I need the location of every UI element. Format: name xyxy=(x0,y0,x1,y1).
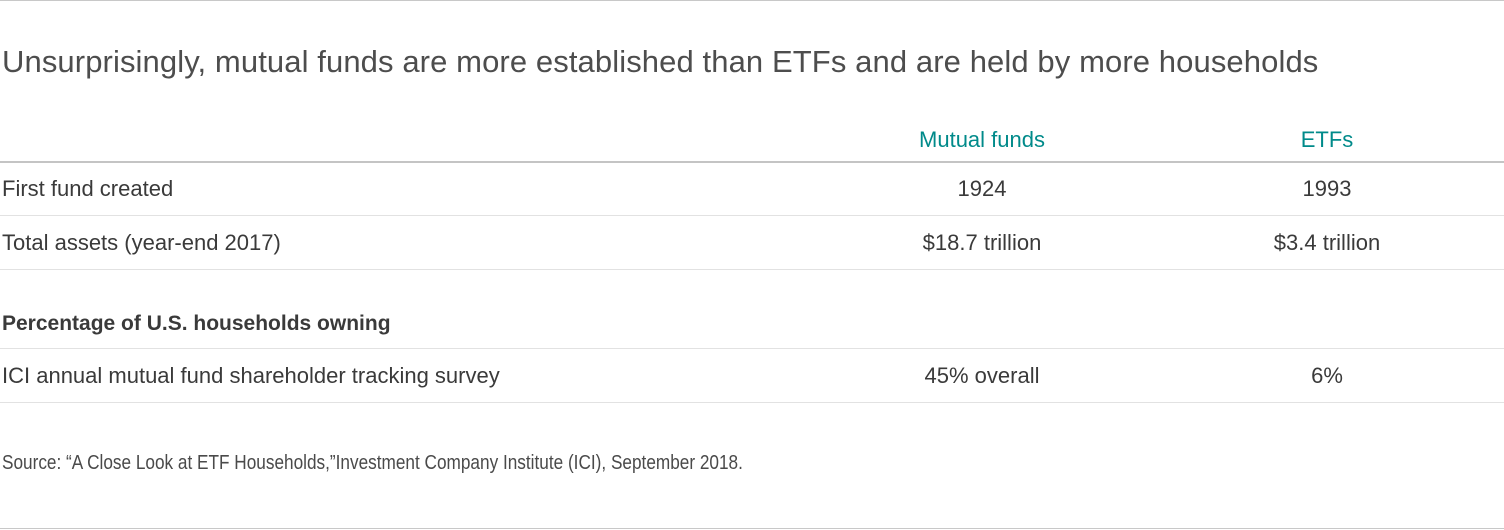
cell-first-fund-etfs: 1993 xyxy=(1302,176,1352,201)
column-header-etfs: ETFs xyxy=(1300,127,1354,152)
cell-total-assets-etfs: $3.4 trillion xyxy=(1273,230,1381,255)
page-title: Unsurprisingly, mutual funds are more es… xyxy=(2,44,1319,79)
column-header-mutual-funds: Mutual funds xyxy=(919,127,1045,152)
row-divider xyxy=(0,348,1504,349)
row-label-ici-survey: ICI annual mutual fund shareholder track… xyxy=(2,363,500,388)
top-rule xyxy=(0,0,1504,1)
row-label-total-assets: Total assets (year-end 2017) xyxy=(2,230,281,255)
row-divider xyxy=(0,215,1504,216)
cell-total-assets-mutual-funds: $18.7 trillion xyxy=(922,230,1042,255)
cell-first-fund-mutual-funds: 1924 xyxy=(957,176,1007,201)
bottom-rule xyxy=(0,528,1504,529)
row-divider xyxy=(0,402,1504,403)
cell-ici-survey-etfs: 6% xyxy=(1311,363,1343,388)
header-divider xyxy=(0,161,1504,163)
cell-ici-survey-mutual-funds: 45% overall xyxy=(924,363,1040,388)
row-label-first-fund-created: First fund created xyxy=(2,176,174,201)
row-divider xyxy=(0,269,1504,270)
source-note: Source: “A Close Look at ETF Households,… xyxy=(2,452,743,474)
section-heading-households: Percentage of U.S. households owning xyxy=(2,312,391,335)
